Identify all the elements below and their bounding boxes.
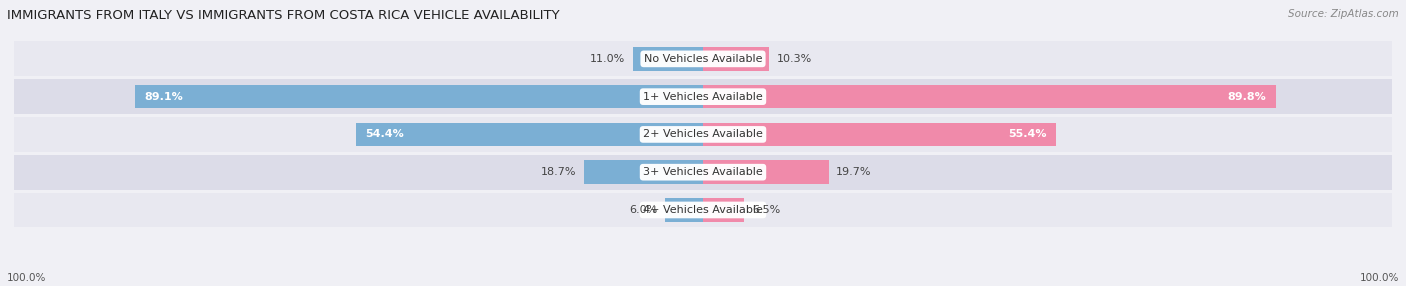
Text: 3+ Vehicles Available: 3+ Vehicles Available	[643, 167, 763, 177]
Bar	[633, 47, 703, 71]
Text: IMMIGRANTS FROM ITALY VS IMMIGRANTS FROM COSTA RICA VEHICLE AVAILABILITY: IMMIGRANTS FROM ITALY VS IMMIGRANTS FROM…	[7, 9, 560, 21]
Text: 100.0%: 100.0%	[1360, 273, 1399, 283]
Bar	[703, 47, 769, 71]
Bar	[703, 198, 744, 222]
Bar	[1, 117, 1405, 152]
Bar	[1, 41, 1405, 76]
Bar	[703, 123, 1056, 146]
Text: 2+ Vehicles Available: 2+ Vehicles Available	[643, 130, 763, 139]
Bar	[703, 85, 1275, 108]
Text: 10.3%: 10.3%	[776, 54, 811, 64]
Text: 55.4%: 55.4%	[1008, 130, 1047, 139]
Text: 1+ Vehicles Available: 1+ Vehicles Available	[643, 92, 763, 102]
Bar	[135, 85, 703, 108]
Text: 11.0%: 11.0%	[591, 54, 626, 64]
Text: 89.1%: 89.1%	[145, 92, 183, 102]
Text: 19.7%: 19.7%	[837, 167, 872, 177]
Bar	[356, 123, 703, 146]
Bar	[703, 160, 828, 184]
Text: 100.0%: 100.0%	[7, 273, 46, 283]
Bar	[1, 79, 1405, 114]
Text: 54.4%: 54.4%	[366, 130, 405, 139]
Text: 89.8%: 89.8%	[1227, 92, 1267, 102]
Bar	[1, 155, 1405, 190]
Bar	[1, 192, 1405, 227]
Text: 18.7%: 18.7%	[540, 167, 576, 177]
Bar	[583, 160, 703, 184]
Text: 4+ Vehicles Available: 4+ Vehicles Available	[643, 205, 763, 215]
Text: No Vehicles Available: No Vehicles Available	[644, 54, 762, 64]
Text: Source: ZipAtlas.com: Source: ZipAtlas.com	[1288, 9, 1399, 19]
Text: 6.0%: 6.0%	[628, 205, 657, 215]
Text: 6.5%: 6.5%	[752, 205, 780, 215]
Bar	[665, 198, 703, 222]
